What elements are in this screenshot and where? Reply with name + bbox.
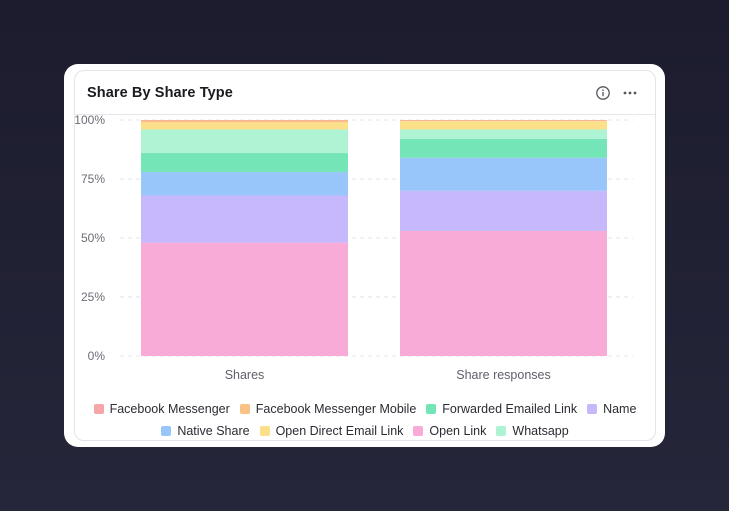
legend-item[interactable]: Facebook Messenger [93, 398, 230, 420]
more-options-icon[interactable] [621, 85, 639, 101]
legend-swatch [161, 426, 172, 436]
bar-segment [400, 190, 607, 231]
legend-label: Facebook Messenger [109, 402, 230, 416]
legend-item[interactable]: Facebook Messenger Mobile [239, 398, 417, 420]
legend-item[interactable]: Native Share [161, 420, 250, 440]
bar-segment [400, 157, 607, 191]
legend-item[interactable]: Whatsapp [496, 420, 569, 440]
legend-label: Open Direct Email Link [275, 424, 404, 438]
legend-label: Facebook Messenger Mobile [255, 402, 417, 416]
info-icon[interactable] [595, 85, 611, 101]
legend-item[interactable]: Open Link [413, 420, 487, 440]
legend-label: Name [603, 402, 637, 416]
bar-segment [400, 138, 607, 158]
bar-segment [400, 120, 607, 122]
widget-header: Share By Share Type [75, 71, 655, 115]
bar-segment [141, 122, 348, 130]
legend-swatch [239, 404, 250, 414]
legend-item[interactable]: Forwarded Emailed Link [426, 398, 577, 420]
y-tick-label: 0% [88, 349, 106, 363]
bar-segment [141, 153, 348, 172]
stacked-bar-chart: 0% 25% 50% 75% 100% Shares Share responses [75, 115, 633, 382]
x-tick-label: Shares [225, 368, 265, 382]
legend-item[interactable]: Open Direct Email Link [259, 420, 404, 440]
legend-swatch [259, 426, 270, 436]
widget-title: Share By Share Type [87, 85, 233, 101]
legend-swatch [426, 404, 437, 414]
chart-legend: Facebook Messenger Facebook Messenger Mob… [75, 398, 655, 440]
bar-segment [141, 195, 348, 243]
legend-label: Whatsapp [512, 424, 569, 438]
y-tick-label: 100% [75, 115, 105, 127]
bar-segment [141, 120, 348, 123]
legend-swatch [93, 404, 104, 414]
bar-segment [400, 121, 607, 130]
chart-card: Share By Share Type 0% 25% 50% 75% 100% Share… [64, 64, 665, 447]
bar-segment [141, 171, 348, 196]
bar-segment [400, 129, 607, 139]
legend-swatch [496, 426, 507, 436]
chart-widget: Share By Share Type 0% 25% 50% 75% 100% Share… [74, 70, 656, 441]
legend-swatch [413, 426, 424, 436]
legend-row: Native Share Open Direct Email Link Open L… [75, 420, 655, 440]
legend-row: Facebook Messenger Facebook Messenger Mob… [75, 398, 655, 420]
legend-label: Open Link [429, 424, 487, 438]
y-tick-label: 25% [81, 290, 105, 304]
bar-segment [141, 129, 348, 154]
legend-item[interactable]: Name [587, 398, 636, 420]
legend-label: Forwarded Emailed Link [442, 402, 578, 416]
x-tick-label: Share responses [456, 368, 551, 382]
legend-swatch [587, 404, 598, 414]
bar-segment [400, 230, 607, 356]
legend-label: Native Share [177, 424, 250, 438]
y-tick-label: 75% [81, 172, 105, 186]
bar-segment [141, 242, 348, 356]
y-tick-label: 50% [81, 231, 105, 245]
